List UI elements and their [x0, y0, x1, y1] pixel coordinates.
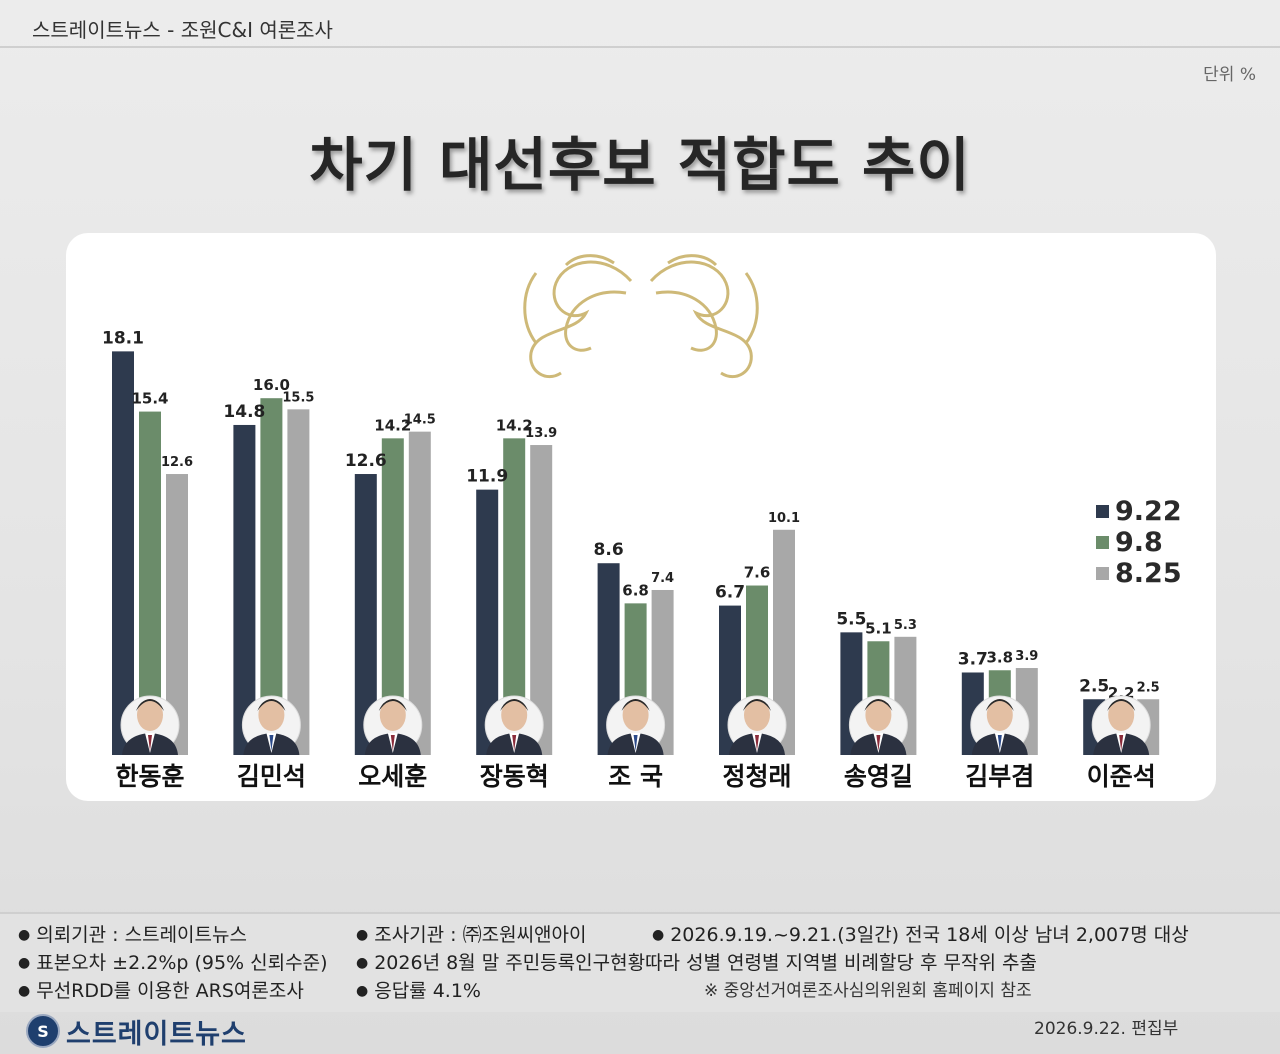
footer-error: ● 표본오차 ±2.2%p (95% 신뢰수준) [18, 952, 328, 974]
category-label: 오세훈 [358, 762, 427, 791]
value-label: 15.4 [131, 390, 168, 408]
category-label: 장동혁 [480, 762, 549, 791]
value-label: 14.5 [404, 413, 436, 428]
bar-2-series-1 [233, 424, 256, 755]
header-divider [0, 46, 1280, 48]
bar-1-series-2 [139, 411, 161, 755]
footer-response: ● 응답률 4.1% [356, 980, 481, 1002]
value-label: 5.1 [865, 619, 892, 637]
category-label: 한동훈 [115, 762, 184, 791]
publish-date: 2026.9.22. 편집부 [1034, 1019, 1179, 1039]
candidate-portrait-icon [1091, 695, 1151, 755]
legend-swatch [1096, 505, 1109, 518]
value-label: 7.4 [651, 571, 674, 586]
legend-entry: 8.25 [1115, 558, 1182, 589]
phoenix-ornament-icon [523, 254, 759, 379]
candidate-portrait-icon [970, 695, 1030, 755]
footer-client: ● 의뢰기관 : 스트레이트뉴스 [18, 924, 247, 946]
category-label: 김부겸 [965, 762, 1034, 791]
value-label: 16.0 [253, 376, 290, 394]
bar-1-series-1 [112, 351, 134, 755]
candidate-portrait-icon [241, 695, 301, 755]
value-label: 6.7 [715, 583, 745, 603]
value-label: 12.6 [345, 451, 387, 471]
value-label: 5.5 [836, 609, 866, 629]
category-label: 이준석 [1087, 762, 1156, 791]
bar-3-series-1 [354, 474, 377, 755]
bar-chart: 18.115.412.614.816.015.512.614.214.511.9… [102, 254, 1182, 791]
footer-agency: ● 조사기관 : ㈜조원씨앤아이 [356, 924, 587, 946]
bullet-icon: ● [18, 955, 31, 971]
candidate-portrait-icon [120, 695, 180, 755]
category-labels-group: 한동훈 김민석 오세훈 장동혁 조 국 정청래 송영길 김부겸 이준석 [115, 762, 1155, 791]
candidate-portrait-icon [484, 695, 544, 755]
bar-2-series-3 [287, 409, 310, 755]
bar-6-series-3 [773, 529, 795, 755]
bar-4-series-2 [503, 438, 526, 755]
value-label: 10.1 [768, 511, 800, 526]
bullet-icon: ● [18, 983, 31, 999]
value-label: 11.9 [466, 467, 508, 487]
brand-name: 스트레이트뉴스 [66, 1018, 247, 1050]
portraits-group [120, 695, 1151, 755]
value-label: 8.6 [594, 540, 624, 560]
value-label: 13.9 [525, 426, 557, 441]
bar-3-series-3 [408, 431, 431, 755]
bar-3-series-2 [381, 438, 404, 755]
unit-label: 단위 % [1203, 65, 1256, 85]
footer-weighting: ● 2026년 8월 말 주민등록인구현황따라 성별 연령별 지역별 비례할당 후… [356, 952, 1037, 974]
bar-4-series-1 [476, 489, 499, 755]
candidate-portrait-icon [848, 695, 908, 755]
bullet-icon: ● [356, 983, 369, 999]
value-label: 18.1 [102, 328, 144, 348]
bars-group [112, 351, 1160, 755]
brand-logo: S 스트레이트뉴스 [26, 1013, 247, 1050]
candidate-portrait-icon [727, 695, 787, 755]
bullet-icon: ● [356, 927, 369, 943]
category-label: 조 국 [608, 762, 663, 791]
page-title: 차기 대선후보 적합도 추이 [309, 131, 971, 199]
header-source: 스트레이트뉴스 - 조원C&I 여론조사 [32, 18, 333, 42]
bar-4-series-3 [530, 445, 553, 755]
value-label: 14.2 [374, 416, 411, 434]
value-label: 12.6 [161, 455, 193, 470]
footer-method: ● 무선RDD를 이용한 ARS여론조사 [18, 980, 304, 1002]
bullet-icon: ● [18, 927, 31, 943]
value-label: 2.5 [1079, 676, 1109, 696]
value-label: 15.5 [282, 390, 314, 405]
legend-swatch [1096, 536, 1109, 549]
footer-period: ● 2026.9.19.~9.21.(3일간) 전국 18세 이상 남녀 2,00… [652, 924, 1189, 946]
value-label: 6.8 [622, 581, 649, 599]
value-label: 3.8 [987, 648, 1014, 666]
category-label: 송영길 [844, 762, 913, 791]
legend-entry: 9.8 [1115, 527, 1163, 558]
bar-1-series-3 [166, 474, 188, 755]
value-label: 5.3 [894, 618, 917, 633]
brand-mark-icon: S [26, 1014, 60, 1048]
value-label: 3.7 [958, 649, 988, 669]
legend-entry: 9.22 [1115, 496, 1182, 527]
footer-note: ※ 중앙선거여론조사심의위원회 홈페이지 참조 [704, 981, 1032, 1001]
candidate-portrait-icon [363, 695, 423, 755]
value-label: 2.5 [1137, 680, 1160, 695]
category-label: 김민석 [237, 762, 306, 791]
candidate-portrait-icon [606, 695, 666, 755]
legend-swatch [1096, 567, 1109, 580]
legend: 9.229.88.25 [1096, 496, 1182, 589]
value-label: 14.2 [496, 416, 533, 434]
chart-card: 18.1 15.4 12.6 14.8 16.0 15.5 12.6 14.2 14.5 11.9… [66, 233, 1216, 801]
footer-band [0, 912, 1280, 1012]
value-label: 7.6 [744, 564, 771, 582]
value-label: 3.9 [1015, 649, 1038, 664]
value-label: 14.8 [223, 402, 265, 422]
value-labels-group: 18.115.412.614.816.015.512.614.214.511.9… [102, 328, 1160, 702]
category-label: 정청래 [722, 762, 791, 791]
bullet-icon: ● [652, 927, 665, 943]
bullet-icon: ● [356, 955, 369, 971]
bar-2-series-2 [260, 398, 283, 755]
